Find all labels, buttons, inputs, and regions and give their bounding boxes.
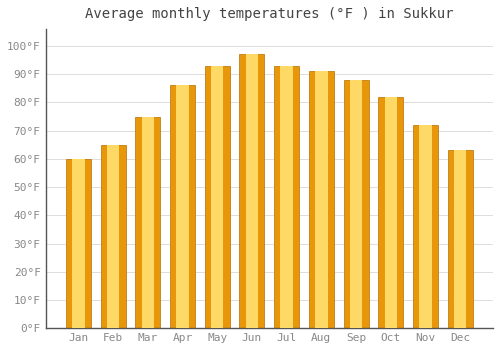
- Bar: [448, 150, 472, 328]
- Bar: [72, 159, 85, 328]
- Bar: [176, 85, 189, 328]
- Bar: [413, 125, 438, 328]
- Bar: [315, 71, 328, 328]
- Bar: [280, 66, 293, 328]
- Bar: [246, 55, 258, 328]
- Bar: [100, 145, 126, 328]
- Bar: [454, 150, 466, 328]
- Bar: [66, 159, 91, 328]
- Bar: [107, 145, 120, 328]
- Bar: [274, 66, 299, 328]
- Bar: [240, 55, 264, 328]
- Bar: [170, 85, 195, 328]
- Bar: [309, 71, 334, 328]
- Bar: [136, 117, 160, 328]
- Bar: [344, 80, 368, 328]
- Bar: [350, 80, 362, 328]
- Bar: [211, 66, 224, 328]
- Bar: [204, 66, 230, 328]
- Bar: [384, 97, 397, 328]
- Title: Average monthly temperatures (°F ) in Sukkur: Average monthly temperatures (°F ) in Su…: [85, 7, 454, 21]
- Bar: [378, 97, 404, 328]
- Bar: [142, 117, 154, 328]
- Bar: [420, 125, 432, 328]
